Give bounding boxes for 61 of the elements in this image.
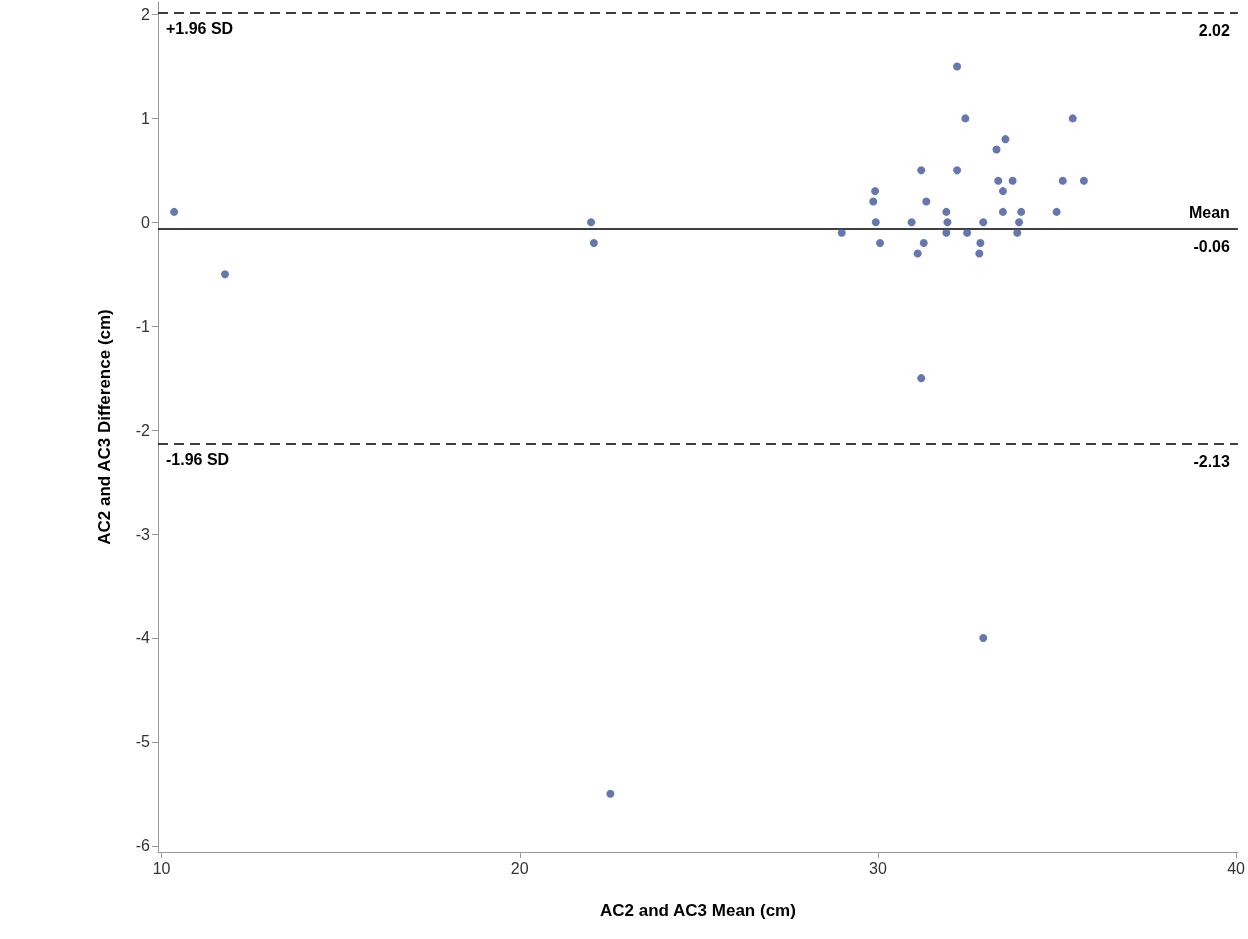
y-tick-label: 1 [141,109,151,127]
point [1017,207,1026,216]
x-axis-title: AC2 and AC3 Mean (cm) [600,901,796,920]
point [1008,176,1017,185]
point [913,249,922,258]
point [979,218,988,227]
point [871,218,880,227]
point [953,166,962,175]
point [1068,114,1077,123]
point [919,239,928,248]
annotation: +1.96 SD [166,19,234,37]
x-tick-label: 20 [510,859,529,877]
point [942,207,951,216]
point [876,239,885,248]
point [975,249,984,258]
point [943,218,952,227]
point [1013,228,1022,237]
point [1052,207,1061,216]
point [1058,176,1067,185]
ref-line-label: -2.13 [1193,453,1230,471]
y-tick-label: 0 [141,213,151,231]
point [961,114,970,123]
point [963,228,972,237]
point [979,633,988,642]
ref-line-label: -0.06 [1193,238,1230,256]
point [589,239,598,248]
point [220,270,229,279]
y-tick-label: -2 [135,421,151,439]
y-tick-label: -4 [135,629,151,647]
point [907,218,916,227]
y-tick-label: 2 [141,5,151,23]
point [922,197,931,206]
point [998,207,1007,216]
y-tick-label: -1 [135,317,151,335]
annotation: Mean [1188,204,1230,222]
y-tick-label: -3 [135,525,151,543]
point [587,218,596,227]
y-tick-label: -6 [135,837,151,855]
point [606,789,615,798]
point [917,166,926,175]
y-tick-label: -5 [135,733,151,751]
point [1079,176,1088,185]
point [953,62,962,71]
x-tick-label: 40 [1227,859,1246,877]
point [976,239,985,248]
x-tick-label: 30 [869,859,887,877]
point [942,228,951,237]
x-tick-label: 10 [152,859,171,877]
point [917,374,926,383]
point [994,176,1003,185]
point [869,197,878,206]
y-axis-title: AC2 and AC3 Difference (cm) [95,309,114,545]
annotation: -1.96 SD [166,451,230,469]
point [871,187,880,196]
point [998,187,1007,196]
point [837,228,846,237]
point [170,207,179,216]
point [992,145,1001,154]
point [1001,135,1010,144]
ref-line-label: 2.02 [1198,21,1230,39]
point [1015,218,1024,227]
